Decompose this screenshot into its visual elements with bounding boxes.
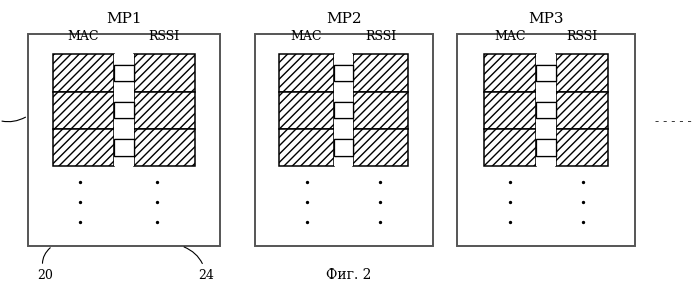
Bar [114,65,134,81]
Bar [334,139,353,156]
Bar [334,102,353,118]
Bar [53,129,114,166]
Bar [279,54,334,92]
Text: MAC: MAC [290,30,322,43]
Text: MP1: MP1 [106,12,142,26]
Bar [114,65,134,81]
Bar [134,92,195,129]
Bar [353,92,408,129]
Bar [334,139,353,156]
Bar [353,129,408,166]
Bar [334,65,353,81]
Bar [114,139,134,156]
Bar [536,102,556,118]
Text: MP2: MP2 [326,12,362,26]
Bar [114,139,134,156]
Text: MAC: MAC [68,30,99,43]
Bar [457,34,635,246]
Bar [536,65,556,81]
Text: 20: 20 [38,248,53,282]
Bar [556,129,608,166]
Text: 24: 24 [184,247,214,282]
Bar [556,54,608,92]
Bar [114,102,134,118]
Bar [536,65,556,81]
Bar [255,34,433,246]
Bar [536,139,556,156]
Text: MAC: MAC [494,30,526,43]
Bar [279,129,334,166]
Text: RSSI: RSSI [365,30,396,43]
Bar [334,65,353,81]
Bar [353,54,408,92]
Bar [484,92,536,129]
Bar [536,139,556,156]
Text: RSSI: RSSI [566,30,597,43]
Bar [53,54,114,92]
Text: MP3: MP3 [528,12,564,26]
Bar [334,102,353,118]
Bar [484,54,536,92]
Bar [334,54,353,166]
Text: - - - - -: - - - - - [655,115,692,128]
Text: Фиг. 2: Фиг. 2 [326,268,372,282]
Bar [28,34,220,246]
Bar [536,102,556,118]
Text: 22: 22 [0,109,26,122]
Bar [114,54,134,166]
Bar [53,92,114,129]
Text: RSSI: RSSI [149,30,180,43]
Bar [134,54,195,92]
Bar [279,92,334,129]
Bar [484,129,536,166]
Bar [536,54,556,166]
Bar [556,92,608,129]
Bar [134,129,195,166]
Bar [114,102,134,118]
